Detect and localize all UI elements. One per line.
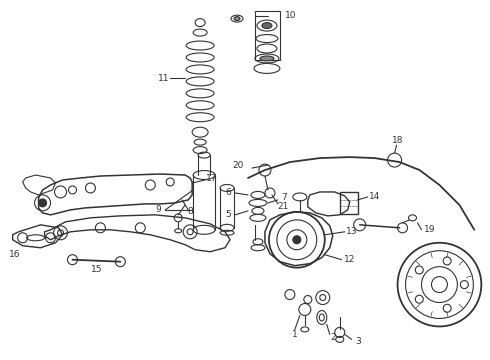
Text: 15: 15 (91, 265, 102, 274)
Ellipse shape (262, 23, 272, 28)
Ellipse shape (234, 17, 240, 21)
Text: 13: 13 (346, 227, 357, 236)
Bar (340, 192, 358, 214)
Text: 10: 10 (285, 11, 296, 20)
Text: 18: 18 (392, 136, 403, 145)
Text: 7: 7 (281, 193, 287, 202)
Text: 16: 16 (9, 250, 21, 259)
Bar (255, 11, 280, 60)
Text: 3: 3 (355, 337, 361, 346)
Text: 17: 17 (206, 174, 218, 183)
Text: 12: 12 (344, 255, 355, 264)
Text: 19: 19 (424, 225, 435, 234)
Text: 20: 20 (232, 161, 244, 170)
Text: 9: 9 (155, 206, 161, 215)
Ellipse shape (260, 56, 274, 61)
Text: 21: 21 (277, 202, 289, 211)
Text: 11: 11 (157, 74, 169, 83)
Text: 6: 6 (225, 188, 231, 197)
Text: 1: 1 (292, 330, 298, 339)
Circle shape (293, 236, 301, 244)
Circle shape (39, 199, 47, 207)
Text: 8: 8 (187, 207, 193, 216)
Text: 14: 14 (369, 193, 380, 202)
Text: 2: 2 (330, 333, 336, 342)
Text: 5: 5 (225, 210, 231, 219)
